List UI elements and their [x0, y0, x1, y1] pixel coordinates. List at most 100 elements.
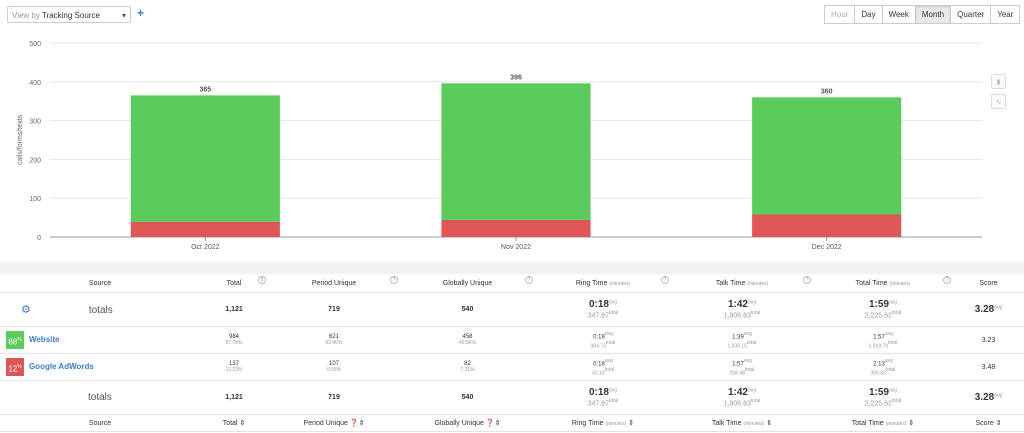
footer-globally-unique-label: Globally Unique [434, 420, 484, 427]
totals-total-time: 1:59avg 2,225.62total [813, 380, 953, 415]
footer-ring-unit: (minutes) [605, 421, 627, 427]
total-sup: total [747, 340, 757, 346]
help-icon[interactable]: ? [525, 276, 533, 284]
sort-icon: ⇕ [628, 420, 635, 427]
time-avg-value: 1:59 [868, 387, 889, 399]
footer-source: Source [0, 414, 200, 432]
bar-segment [130, 95, 280, 222]
row-talk-time: 1:39avg 1,638.15total [671, 326, 813, 354]
footer-total-sort[interactable]: Total ⇕ [200, 414, 268, 432]
total-sup: total [605, 340, 616, 346]
avg-sup: avg [884, 330, 893, 337]
header-talk-unit: (minutes) [747, 281, 769, 287]
stacked-bar-chart: 0 100 200 300 400 500 calls/forms/texts 365 Oct … [17, 41, 982, 251]
period-day-button[interactable]: Day [854, 5, 883, 24]
header-total[interactable]: Total ⇕ [200, 275, 268, 293]
footer-ring-time-sort[interactable]: Ring Time (minutes) ⇕ [535, 414, 671, 432]
footer-score-sort[interactable]: Score ⇕ [953, 414, 1024, 432]
total-sup: total [604, 367, 614, 373]
header-source: Source [0, 275, 200, 293]
table-footer-row: Source Total ⇕ Period Unique ❓⇕ Globally… [0, 414, 1024, 432]
badge-sup: % [17, 364, 22, 370]
total-pct: 12.22% [225, 367, 243, 373]
sort-icon: ⇕ [995, 420, 1002, 427]
total-sup: total [891, 310, 902, 317]
globally-unique-pct: 7.31% [460, 367, 475, 373]
bar-segment [441, 83, 591, 220]
source-link-website[interactable]: Website [28, 334, 60, 344]
total-sup: total [885, 367, 896, 373]
ring-avg-value: 0:18 [593, 361, 605, 367]
help-icon[interactable]: ? [943, 276, 951, 284]
row-period-unique: 107 9.55% [268, 353, 400, 381]
avg-sup: avg [608, 300, 618, 306]
row-period-unique: 621 63.40% [268, 326, 400, 354]
help-icon[interactable]: ? [661, 276, 669, 284]
avg-sup: avg [888, 300, 898, 306]
header-ring-time: Ring Time (minutes)? [535, 275, 671, 293]
total-sup: total [888, 340, 898, 346]
percent-badge: 12% [6, 358, 24, 376]
table-row[interactable]: 88% Website 984 87.78% 621 63.40% 458 40.86… [0, 326, 1024, 354]
x-tick-label: Dec 2022 [812, 244, 842, 251]
totals-score: 3.28avg [953, 380, 1024, 415]
sort-icon: ⇕ [494, 420, 501, 427]
source-cell: 12% Google AdWords [0, 353, 200, 381]
help-icon[interactable]: ? [803, 276, 811, 284]
badge-value: 88 [8, 337, 18, 347]
totals-cell: ⚙ totals [0, 292, 200, 327]
source-link-google-adwords[interactable]: Google AdWords [28, 361, 94, 371]
ring-total-value: 304.73 [590, 343, 606, 350]
row-total-time: 2:13avg 305.82total [813, 353, 953, 381]
period-month-button[interactable]: Month [914, 5, 952, 24]
period-unique-value: 107 [328, 361, 339, 367]
talk-avg-value: 1:57 [732, 361, 744, 367]
table-row[interactable]: 12% Google AdWords 137 12.22% 107 9.55% 82… [0, 353, 1024, 381]
row-globally-unique: 458 40.86% [400, 326, 535, 354]
avg-sup: avg [994, 392, 1003, 399]
header-talk-time-label: Talk Time [715, 280, 746, 287]
talk-total-value: 1,906.63 [723, 312, 751, 320]
avg-sup: avg [743, 357, 752, 364]
period-unique-pct: 9.55% [326, 367, 342, 373]
totals-globally-unique: 540 [400, 380, 535, 415]
badge-value: 12 [8, 364, 18, 374]
totals-globally-unique: 540 [400, 292, 535, 327]
footer-period-unique-sort[interactable]: Period Unique ❓⇕ [268, 414, 400, 432]
gear-icon[interactable]: ⚙ [21, 304, 31, 316]
row-score: 3.23 [953, 326, 1024, 354]
totals-cell: totals [0, 380, 200, 415]
footer-total-time-sort[interactable]: Total Time (minutes) ⇕ [813, 414, 953, 432]
footer-talk-time-sort[interactable]: Talk Time (minutes) ⇕ [671, 414, 813, 432]
y-tick-label: 300 [29, 119, 41, 126]
sort-icon[interactable]: ⇕ [258, 276, 266, 284]
period-year-button[interactable]: Year [990, 5, 1021, 24]
footer-globally-unique-sort[interactable]: Globally Unique ❓⇕ [400, 414, 535, 432]
total-sup: total [608, 398, 619, 405]
view-by-select[interactable]: View by Tracking Source ▾ [7, 6, 131, 23]
chevron-down-icon: ▾ [121, 11, 126, 20]
row-total-time: 1:57avg 1,919.79total [813, 326, 953, 354]
period-quarter-button[interactable]: Quarter [950, 5, 992, 24]
avg-sup: avg [608, 388, 618, 394]
totals-total-time: 1:59avg 2,225.62total [813, 292, 953, 327]
totals-talk-time: 1:42avg 1,906.63total [671, 380, 813, 415]
footer-period-unique-label: Period Unique [303, 420, 348, 427]
sort-icon: ⇕ [358, 420, 365, 427]
bar-segment [752, 214, 902, 237]
footer-total-unit: (minutes) [885, 421, 907, 427]
period-hour-button[interactable]: Hour [824, 5, 856, 24]
bar-chart-icon[interactable]: ▮ [991, 74, 1006, 89]
ring-avg-value: 0:18 [588, 387, 609, 399]
help-icon[interactable]: ? [390, 276, 398, 284]
ring-avg-value: 0:18 [588, 299, 609, 311]
line-chart-icon[interactable]: ∿ [991, 94, 1006, 109]
period-week-button[interactable]: Week [881, 5, 916, 24]
avg-sup: avg [994, 304, 1003, 311]
footer-score-label: Score [975, 420, 994, 427]
footer-talk-unit: (minutes) [743, 421, 765, 427]
y-axis-label: calls/forms/texts [17, 114, 24, 165]
globally-unique-value: 458 [462, 334, 473, 340]
add-button[interactable]: + [137, 6, 145, 20]
talk-avg-value: 1:39 [732, 334, 744, 340]
